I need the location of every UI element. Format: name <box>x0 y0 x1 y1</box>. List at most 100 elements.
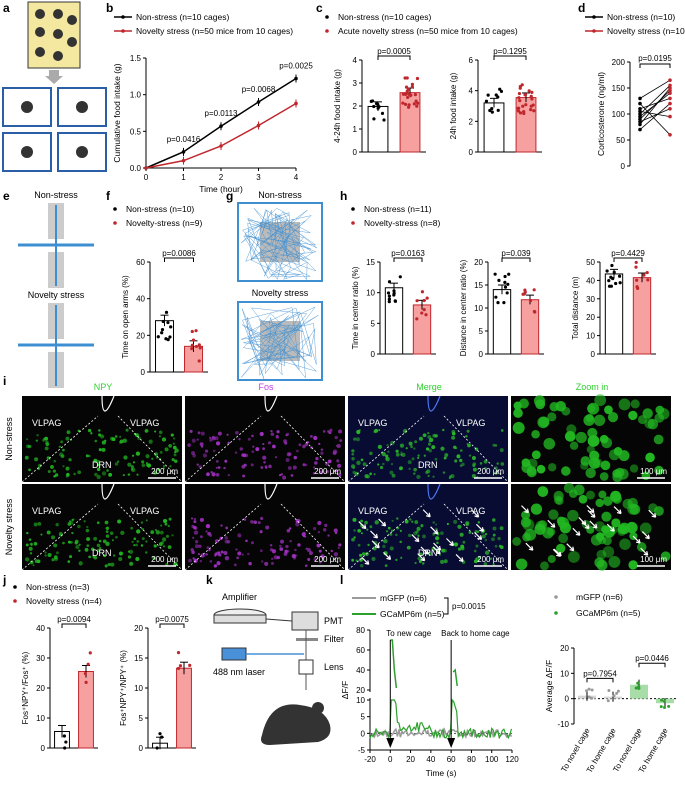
cell <box>297 543 301 547</box>
data-point <box>638 96 642 101</box>
data-point <box>523 290 527 294</box>
cell <box>483 562 488 566</box>
data-point <box>392 289 396 293</box>
data-point <box>528 299 533 303</box>
cell <box>527 458 538 469</box>
p-value: p=0.0075 <box>155 615 189 624</box>
data-point <box>401 101 405 105</box>
cell <box>253 520 258 525</box>
cell <box>73 472 76 476</box>
aqueduct-outline <box>264 395 278 412</box>
cell <box>290 474 294 477</box>
cell <box>353 536 356 539</box>
cell <box>371 556 376 561</box>
cell <box>357 528 362 533</box>
arrow-icon <box>422 509 431 518</box>
cell <box>432 521 435 524</box>
cell <box>628 410 638 421</box>
data-point <box>168 335 172 339</box>
cell <box>499 448 504 453</box>
cell <box>206 472 210 477</box>
cell <box>423 454 427 457</box>
cell <box>135 543 138 547</box>
cell <box>351 457 355 461</box>
cell <box>212 449 216 453</box>
cell <box>105 530 109 534</box>
p-value: p=0.0068 <box>242 85 276 94</box>
cell <box>131 540 134 544</box>
cell <box>208 548 211 552</box>
cell <box>602 546 615 558</box>
cell <box>477 521 481 524</box>
cell <box>548 463 557 472</box>
cell <box>530 503 543 515</box>
cell <box>305 547 308 550</box>
cell <box>443 456 447 460</box>
y-tick-label: 0 <box>353 148 358 157</box>
data-point <box>416 101 420 105</box>
cell <box>660 551 671 562</box>
cell <box>379 465 384 470</box>
cell <box>489 557 493 560</box>
data-point <box>380 111 385 116</box>
cell <box>172 437 176 440</box>
y-tick-label: -5 <box>358 746 366 755</box>
legend-marker <box>592 29 596 33</box>
cell <box>333 552 339 557</box>
region-label: DRN <box>418 460 438 470</box>
cell <box>99 546 102 550</box>
cell <box>133 537 137 541</box>
data-point <box>614 281 618 286</box>
cell <box>86 537 91 542</box>
data-point <box>372 104 376 109</box>
data-point <box>638 112 642 116</box>
cell <box>46 530 51 535</box>
panel-a: a <box>2 1 107 172</box>
bar <box>384 287 404 355</box>
cell <box>461 462 465 467</box>
cell <box>125 428 129 432</box>
cell <box>307 558 311 562</box>
arrow-icon <box>411 534 420 543</box>
column-title: NPY <box>94 382 113 392</box>
cell <box>492 443 496 447</box>
data-point <box>659 705 663 709</box>
data-point <box>618 281 622 285</box>
data-point <box>405 76 409 80</box>
cell <box>120 530 125 536</box>
region-label: VLPAG <box>32 506 61 516</box>
cell <box>227 441 231 445</box>
cell <box>309 551 313 556</box>
cell <box>94 472 98 477</box>
p-value: p=0.0015 <box>452 602 486 611</box>
cell <box>435 536 440 541</box>
x-tick-label: 0 <box>388 755 393 764</box>
cell <box>60 440 64 444</box>
cell <box>386 443 389 447</box>
cell <box>24 455 29 460</box>
cell <box>301 532 306 537</box>
cell <box>654 413 665 423</box>
y-tick-label: 60 <box>356 646 365 655</box>
filter-label: Filter <box>324 634 344 644</box>
cell <box>261 560 264 563</box>
pmt-box <box>291 611 319 631</box>
data-point <box>194 329 198 333</box>
arrow-icon <box>641 531 650 540</box>
legend-entry: Non-stress (n=10 cages) <box>338 12 431 22</box>
data-point <box>662 705 666 709</box>
scale-bar-label: 200 μm <box>151 555 178 564</box>
cell <box>451 429 456 434</box>
data-point <box>530 90 534 95</box>
data-point <box>406 87 411 91</box>
cell <box>612 472 623 483</box>
cell <box>453 519 458 524</box>
data-point <box>496 95 500 99</box>
cell <box>145 464 149 467</box>
cell <box>54 473 59 477</box>
cell <box>588 457 601 469</box>
cell <box>205 530 208 533</box>
cell <box>136 473 139 476</box>
data-point <box>635 278 639 282</box>
cell <box>284 549 288 553</box>
